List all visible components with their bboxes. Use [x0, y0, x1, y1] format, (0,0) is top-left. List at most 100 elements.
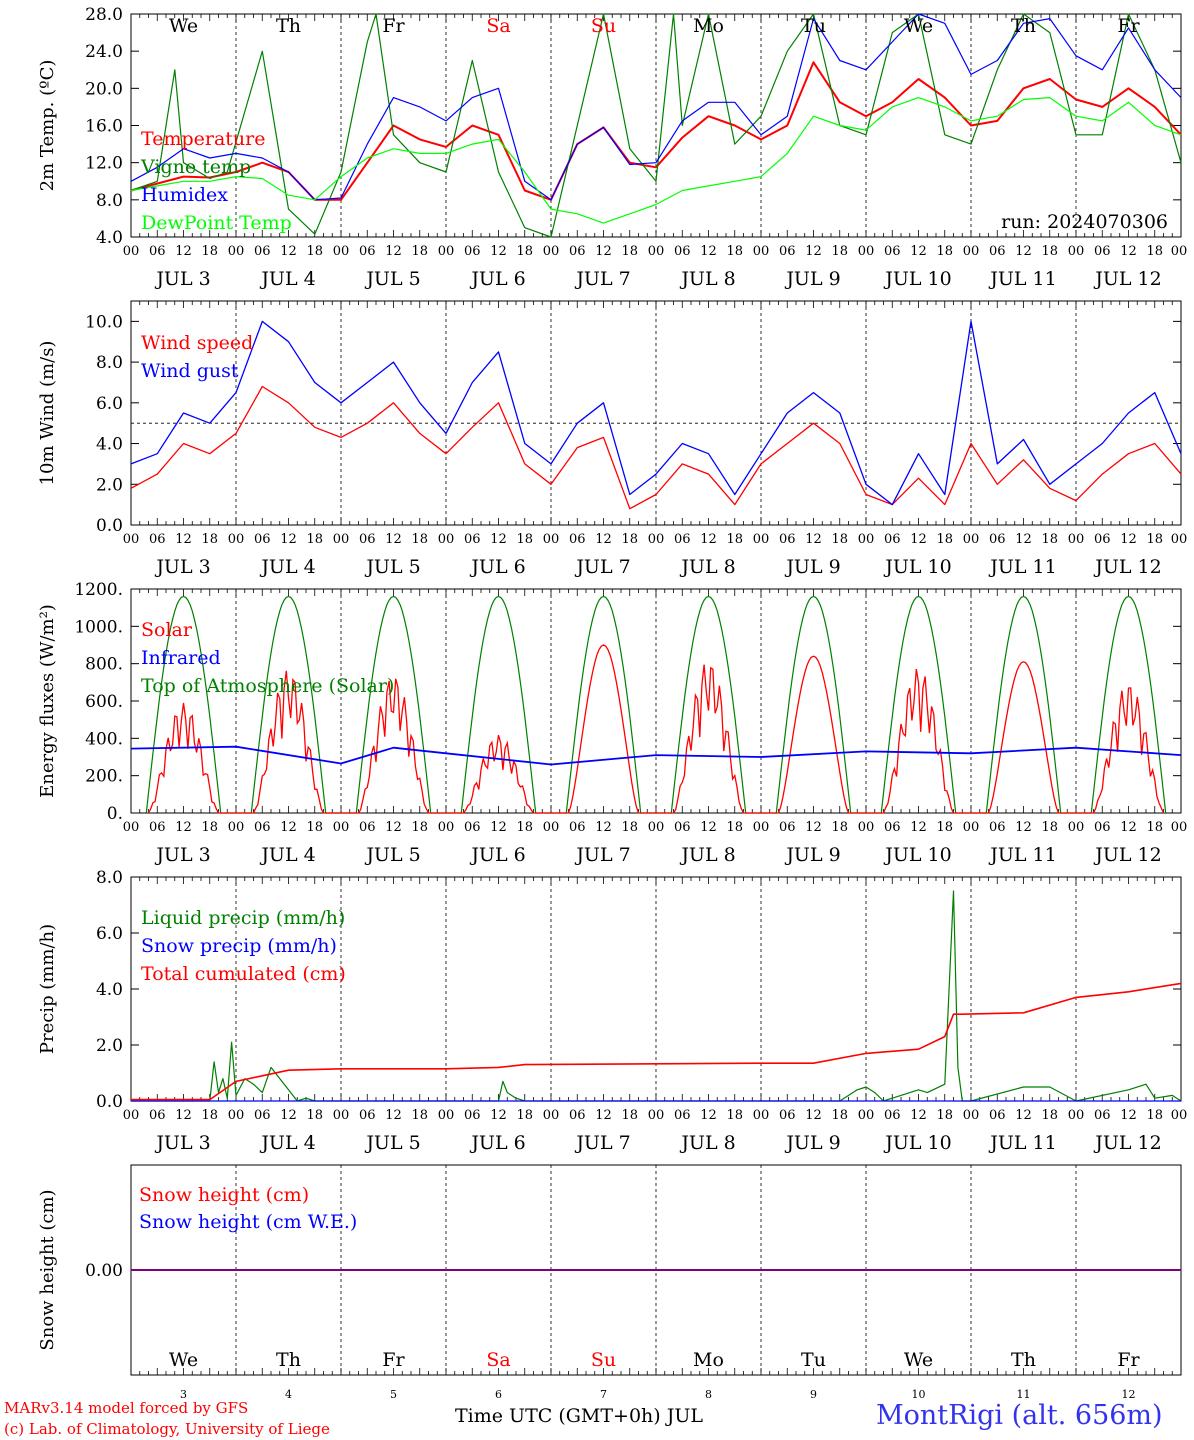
station-label: MontRigi (alt. 656m) [876, 1400, 1163, 1431]
hour-tick-label: 18 [831, 820, 848, 835]
day-name-label: We [169, 1349, 198, 1371]
hour-tick-label: 12 [490, 532, 507, 547]
series-line-solar [147, 644, 1165, 814]
date-label: JUL 3 [154, 844, 210, 866]
hour-tick-label: 06 [464, 244, 481, 259]
hour-tick-label: 12 [700, 820, 717, 835]
hour-tick-label: 06 [1094, 244, 1111, 259]
date-label: JUL 11 [988, 268, 1056, 290]
date-label: JUL 12 [1093, 844, 1161, 866]
hour-tick-label: 12 [175, 532, 192, 547]
hour-tick-label: 06 [359, 532, 376, 547]
hour-tick-label: 12 [700, 1108, 717, 1123]
hour-tick-label: 18 [831, 244, 848, 259]
hour-tick-label: 00 [753, 532, 770, 547]
date-label: JUL 3 [154, 1132, 210, 1154]
hour-tick-label: 12 [910, 532, 927, 547]
date-label: JUL 10 [883, 556, 951, 578]
hour-tick-label: 06 [779, 244, 796, 259]
hour-tick-label: 00 [123, 820, 140, 835]
day-name-label: Fr [1117, 1349, 1140, 1371]
y-tick-label: 24.0 [85, 42, 123, 62]
date-label: JUL 12 [1093, 556, 1161, 578]
y-tick-label: 4.0 [96, 435, 123, 455]
hour-tick-label: 12 [595, 820, 612, 835]
legend-entry: Snow height (cm W.E.) [139, 1211, 357, 1233]
hour-tick-label: 18 [726, 820, 743, 835]
hour-tick-label: 00 [543, 1108, 560, 1123]
y-tick-label: 0.0 [96, 1092, 123, 1112]
date-label: JUL 10 [883, 844, 951, 866]
hour-tick-label: 00 [1068, 532, 1085, 547]
hour-tick-label: 18 [411, 820, 428, 835]
day-number-label: 4 [285, 1388, 292, 1401]
hour-tick-label: 18 [726, 532, 743, 547]
legend-entry: DewPoint Temp [141, 212, 292, 234]
date-label: JUL 9 [784, 556, 840, 578]
hour-tick-label: 00 [333, 244, 350, 259]
hour-tick-label: 06 [674, 820, 691, 835]
hour-tick-label: 18 [306, 244, 323, 259]
day-name-label: Th [276, 1349, 301, 1371]
series-line-infrared [130, 745, 1182, 766]
y-tick-label: 400. [85, 729, 123, 749]
hour-tick-label: 00 [648, 244, 665, 259]
hour-tick-label: 12 [700, 244, 717, 259]
y-tick-label: 0.0 [96, 516, 123, 536]
hour-tick-label: 00 [333, 532, 350, 547]
hour-tick-label: 00 [333, 1108, 350, 1123]
hour-tick-label: 12 [805, 1108, 822, 1123]
y-tick-label: 200. [85, 767, 123, 787]
hour-tick-label: 06 [254, 820, 271, 835]
hour-tick-label: 18 [306, 532, 323, 547]
hour-tick-label: 06 [989, 532, 1006, 547]
hour-tick-label: 18 [306, 820, 323, 835]
footer-model: MARv3.14 model forced by GFS [4, 1399, 249, 1417]
date-label: JUL 5 [364, 844, 420, 866]
hour-tick-label: 12 [1120, 532, 1137, 547]
day-number-label: 10 [912, 1388, 926, 1401]
y-tick-label: 0. [107, 804, 123, 824]
hour-tick-label: 00 [438, 820, 455, 835]
hour-tick-label: 18 [936, 1108, 953, 1123]
x-axis-label: Time UTC (GMT+0h) JUL [455, 1405, 703, 1427]
day-name-label: Th [276, 15, 301, 37]
day-number-label: 9 [810, 1388, 817, 1401]
hour-tick-label: 06 [254, 532, 271, 547]
y-tick-label: 28.0 [85, 5, 123, 25]
hour-tick-label: 12 [175, 820, 192, 835]
date-label: JUL 7 [574, 556, 630, 578]
legend-entry: Infrared [141, 647, 221, 669]
date-label: JUL 4 [259, 844, 315, 866]
hour-tick-label: 18 [1146, 244, 1163, 259]
hour-tick-label: 00 [1171, 820, 1188, 835]
hour-tick-label: 00 [228, 244, 245, 259]
hour-tick-label: 06 [464, 820, 481, 835]
date-label: JUL 12 [1093, 268, 1161, 290]
date-label: JUL 4 [259, 556, 315, 578]
legend-entry: Vigne temp [140, 156, 251, 178]
hour-tick-label: 06 [359, 244, 376, 259]
hour-tick-label: 00 [543, 820, 560, 835]
hour-tick-label: 06 [779, 820, 796, 835]
hour-tick-label: 12 [280, 820, 297, 835]
y-tick-label: 8.0 [96, 191, 123, 211]
hour-tick-label: 06 [254, 244, 271, 259]
hour-tick-label: 18 [411, 244, 428, 259]
date-label: JUL 5 [364, 556, 420, 578]
legend-entry: Humidex [141, 184, 228, 206]
date-label: JUL 7 [574, 1132, 630, 1154]
hour-tick-label: 00 [123, 532, 140, 547]
hour-tick-label: 18 [201, 820, 218, 835]
y-axis-label-5: Snow height (cm) [37, 1189, 58, 1350]
legend-entry: Solar [141, 619, 193, 641]
hour-tick-label: 18 [726, 1108, 743, 1123]
hour-tick-label: 18 [621, 820, 638, 835]
hour-tick-label: 00 [123, 1108, 140, 1123]
y-tick-label: 8.0 [96, 868, 123, 888]
hour-tick-label: 06 [149, 1108, 166, 1123]
day-name-label: Sa [486, 1349, 510, 1371]
hour-tick-label: 06 [1094, 820, 1111, 835]
hour-tick-label: 00 [543, 244, 560, 259]
